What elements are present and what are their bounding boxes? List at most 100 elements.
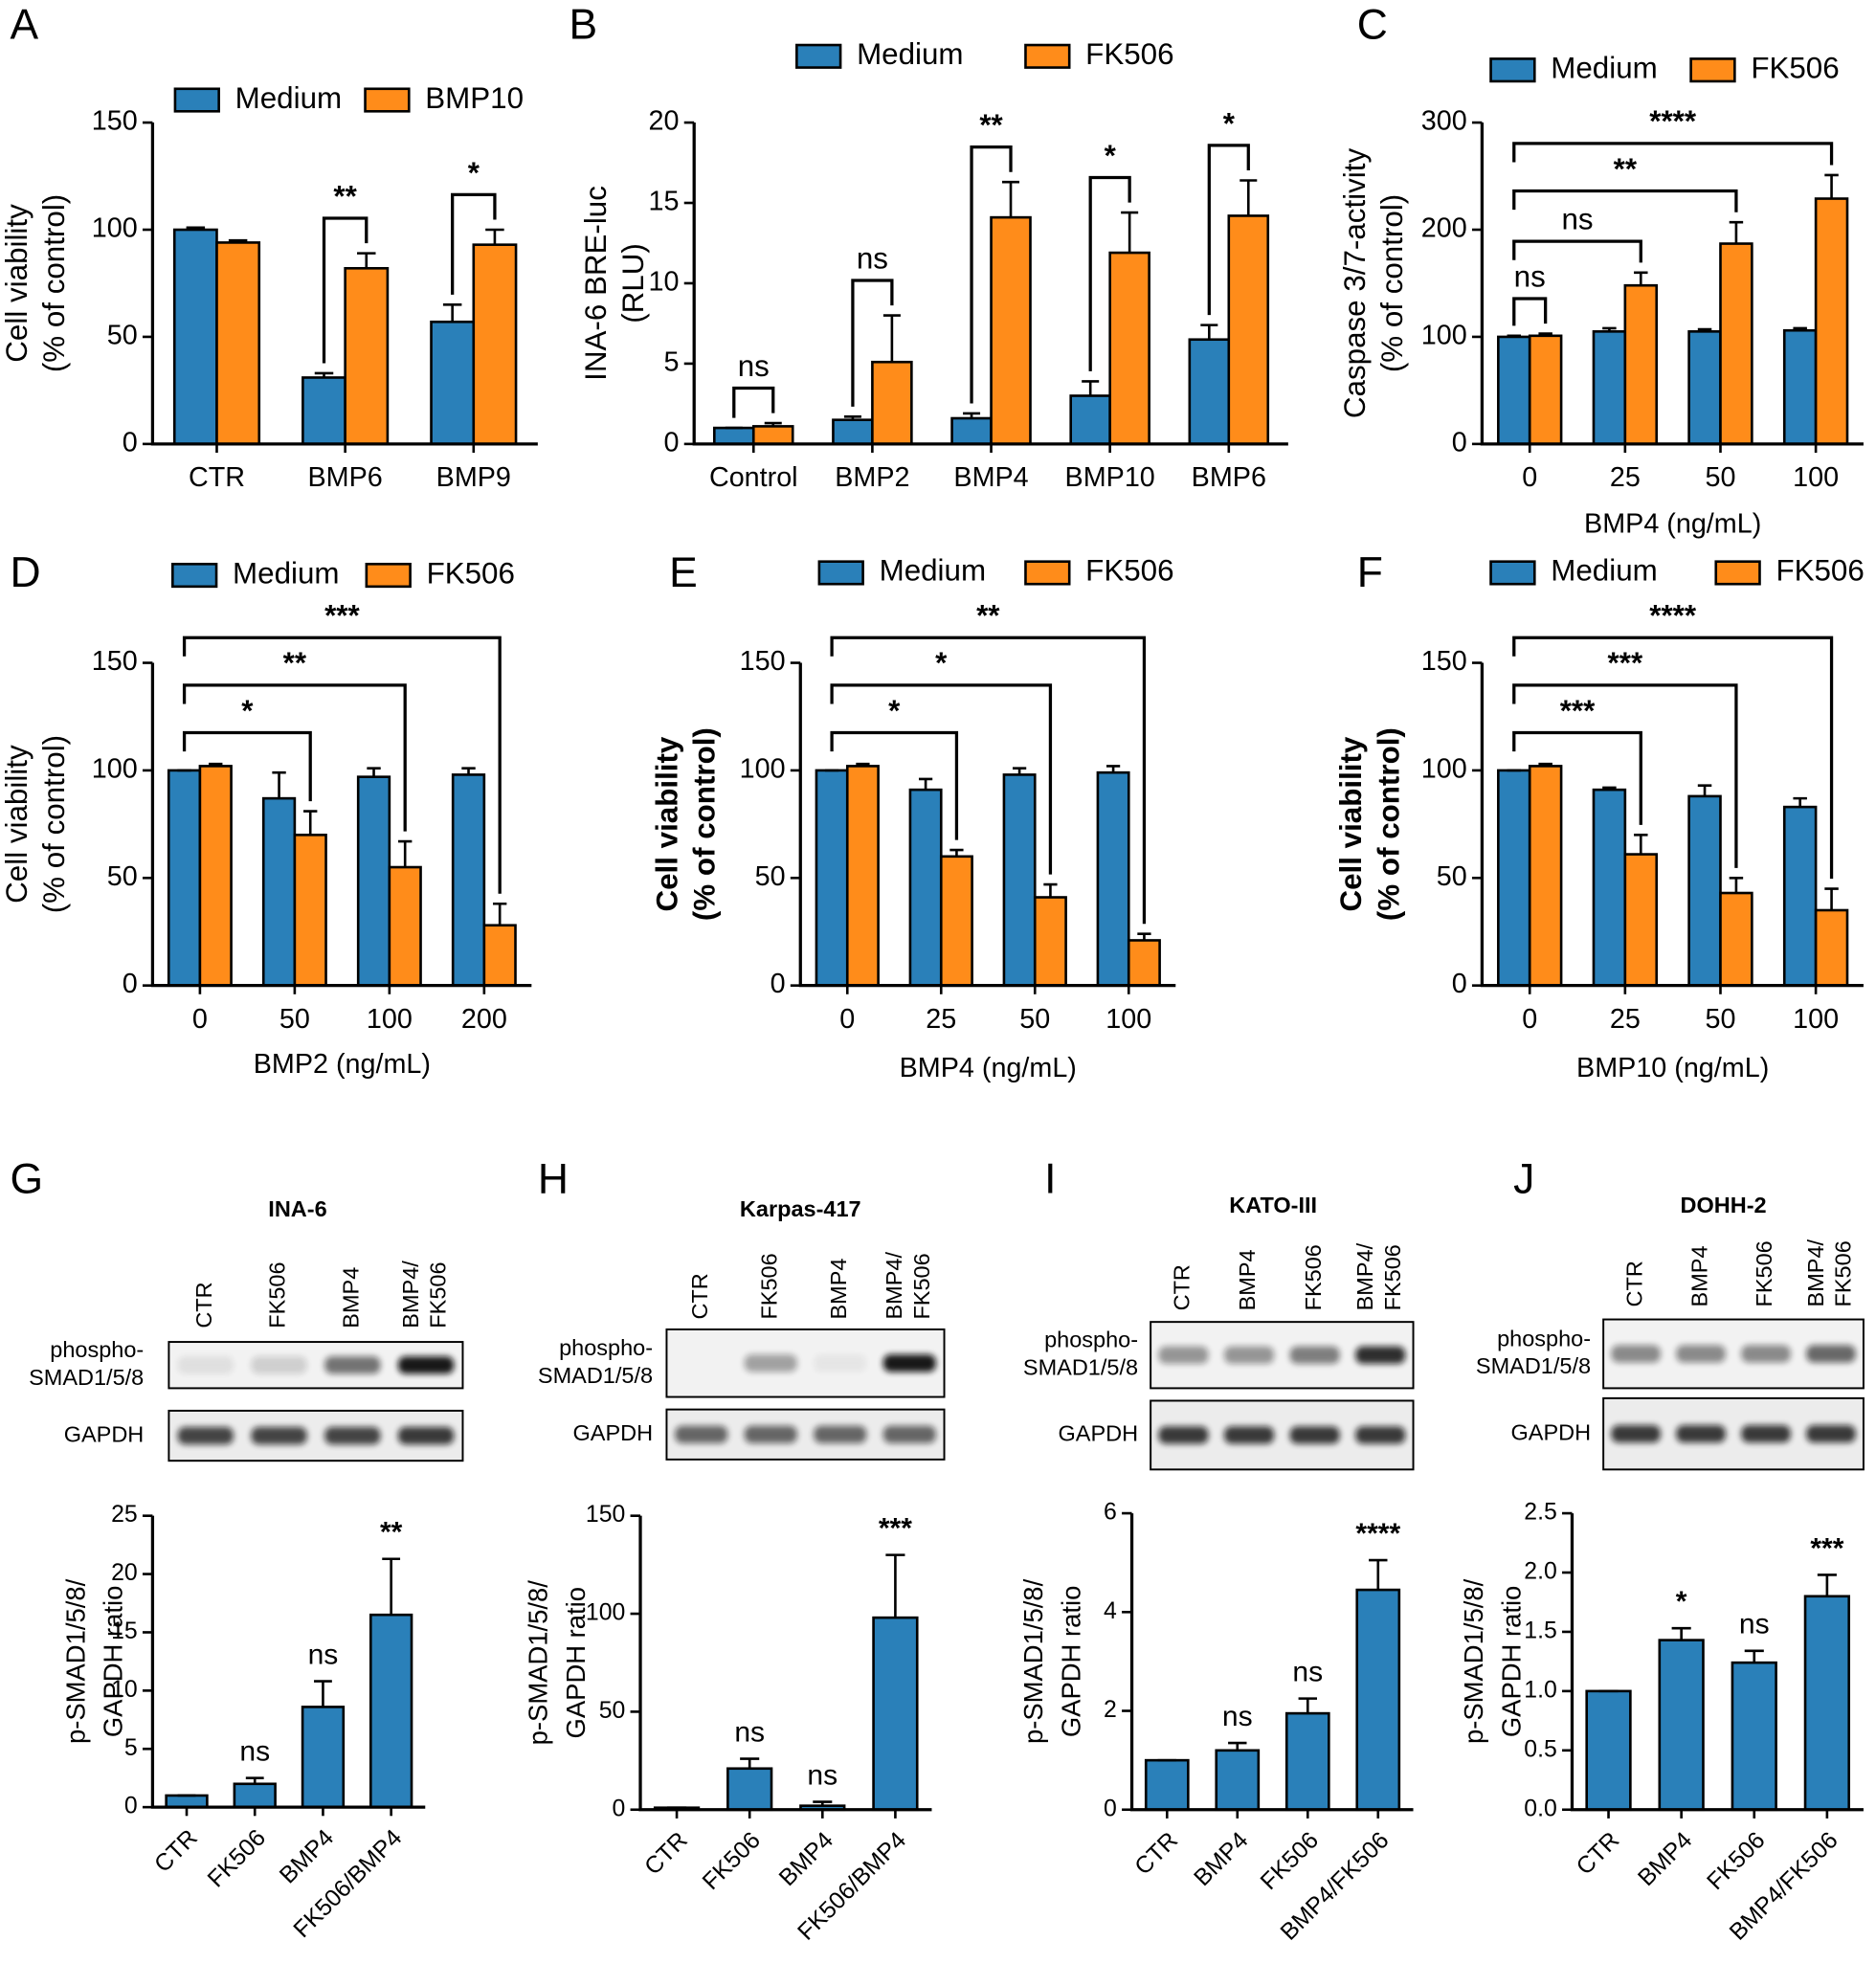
y-tick-label: 0.5 xyxy=(1524,1736,1557,1762)
bar xyxy=(1096,770,1130,987)
error-bar xyxy=(1228,1741,1247,1751)
y-axis-label: GAPDH ratio xyxy=(1056,1586,1085,1737)
significance-label: **** xyxy=(1649,599,1697,633)
error-bar xyxy=(1817,1573,1837,1596)
error-bar xyxy=(1538,332,1552,336)
y-axis-label: Cell viability xyxy=(650,736,683,911)
error-bar xyxy=(398,839,413,868)
y-axis-label: (RLU) xyxy=(616,243,650,324)
significance-bracket xyxy=(830,636,1147,925)
bar xyxy=(1592,788,1627,987)
bar xyxy=(1002,773,1037,987)
error-bar xyxy=(1507,334,1522,338)
error-bar xyxy=(1729,220,1744,244)
x-tick-label: FK506 xyxy=(698,1827,766,1895)
bar xyxy=(1528,765,1563,987)
error-bar xyxy=(1697,784,1712,796)
error-bar xyxy=(1824,173,1839,199)
error-bar xyxy=(1369,1558,1388,1591)
bar xyxy=(950,416,993,446)
lane-label: BMP4/ xyxy=(398,1261,423,1328)
blot-band xyxy=(251,1426,307,1445)
x-tick-label: 50 xyxy=(1705,1004,1735,1035)
error-bar xyxy=(1200,324,1218,340)
significance-label: ** xyxy=(976,599,1000,633)
lane-label: CTR xyxy=(1170,1264,1195,1310)
x-axis-label: BMP4 (ng/mL) xyxy=(900,1053,1077,1083)
y-axis-label: GAPDH ratio xyxy=(98,1586,127,1737)
y-tick-label: 0 xyxy=(1452,969,1467,999)
blot-band xyxy=(1611,1424,1661,1443)
bar xyxy=(1188,338,1231,446)
bar xyxy=(472,243,518,446)
panel-letter: F xyxy=(1357,549,1383,596)
bar xyxy=(430,320,476,446)
lane-label: FK506 xyxy=(756,1253,781,1319)
panel-letter: D xyxy=(10,549,40,596)
significance-label: ns xyxy=(239,1735,270,1767)
y-axis-label: p-SMAD1/5/8/ xyxy=(1018,1578,1048,1744)
significance-label: ns xyxy=(1514,259,1546,293)
x-tick-label: CTR xyxy=(1572,1827,1624,1880)
bar xyxy=(1355,1588,1401,1812)
blot-band xyxy=(397,1426,455,1445)
bar xyxy=(215,241,261,446)
blot-band xyxy=(744,1354,797,1373)
bar xyxy=(1687,330,1722,446)
y-axis-label: Cell viability xyxy=(0,745,34,904)
y-tick-label: 15 xyxy=(649,187,680,217)
y-tick-label: 100 xyxy=(586,1600,625,1626)
legend-label: FK506 xyxy=(1085,37,1173,71)
bar xyxy=(368,1613,413,1809)
bar xyxy=(1497,769,1531,987)
legend-swatch xyxy=(364,87,411,113)
bar xyxy=(832,418,874,446)
significance-bracket xyxy=(182,730,312,802)
bar xyxy=(1585,1689,1632,1812)
blot-band xyxy=(1158,1426,1209,1444)
axes xyxy=(150,123,538,446)
blot-row-label: GAPDH xyxy=(64,1421,145,1446)
significance-label: **** xyxy=(1649,104,1697,138)
y-tick-label: 300 xyxy=(1421,106,1467,137)
bar xyxy=(1782,328,1818,446)
bar xyxy=(872,1616,919,1812)
legend-label: FK506 xyxy=(1776,554,1864,588)
blot-band xyxy=(1289,1346,1340,1364)
significance-label: *** xyxy=(1810,1532,1843,1564)
bar xyxy=(261,796,297,987)
blot-band xyxy=(1676,1424,1726,1443)
x-tick-label: BMP4 xyxy=(774,1827,838,1891)
blot-row-label: phospho- xyxy=(559,1335,653,1360)
error-bar xyxy=(882,314,901,363)
significance-label: * xyxy=(1223,106,1236,140)
blot-row-label: SMAD1/5/8 xyxy=(1023,1354,1138,1379)
blot-band xyxy=(1611,1345,1661,1363)
significance-bracket xyxy=(1088,175,1131,371)
error-bar xyxy=(1634,271,1648,286)
blot-band xyxy=(324,1426,381,1445)
y-tick-label: 20 xyxy=(111,1560,138,1586)
blot-band xyxy=(1223,1346,1275,1364)
bar xyxy=(1069,394,1111,446)
blot-band xyxy=(1806,1424,1856,1443)
significance-bracket xyxy=(1512,142,1834,166)
y-tick-label: 5 xyxy=(664,347,680,378)
significance-bracket xyxy=(1512,297,1548,326)
bar xyxy=(751,425,794,446)
bar xyxy=(1623,283,1659,446)
bar xyxy=(815,769,849,987)
error-bar xyxy=(918,777,933,791)
significance-label: * xyxy=(1676,1586,1687,1618)
x-tick-label: Control xyxy=(709,462,798,493)
legend-label: BMP10 xyxy=(425,81,524,115)
bar xyxy=(1127,939,1161,987)
y-axis-label: p-SMAD1/5/8/ xyxy=(1459,1578,1488,1744)
y-axis-label: p-SMAD1/5/8/ xyxy=(524,1580,553,1746)
significance-bracket xyxy=(1512,730,1642,825)
y-axis-label: GAPDH ratio xyxy=(1496,1586,1526,1737)
error-bar xyxy=(885,1553,905,1618)
error-bar xyxy=(1793,326,1807,331)
panel-letter: A xyxy=(10,1,38,48)
significance-label: ** xyxy=(380,1517,403,1549)
